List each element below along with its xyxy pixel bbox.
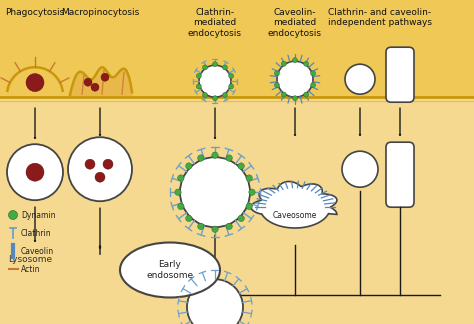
Text: Early
endosome: Early endosome [146, 260, 193, 280]
Circle shape [292, 96, 298, 101]
Circle shape [95, 172, 105, 182]
Polygon shape [251, 181, 337, 228]
Circle shape [91, 83, 99, 91]
Circle shape [310, 71, 316, 76]
Circle shape [277, 61, 313, 97]
Circle shape [228, 84, 234, 89]
Circle shape [187, 279, 243, 324]
FancyBboxPatch shape [0, 97, 474, 324]
Circle shape [212, 96, 218, 101]
Circle shape [178, 175, 184, 181]
Circle shape [226, 223, 232, 230]
Circle shape [68, 137, 132, 201]
Circle shape [304, 61, 309, 66]
Circle shape [282, 92, 286, 97]
Circle shape [238, 215, 245, 222]
Circle shape [186, 215, 192, 222]
Circle shape [212, 152, 218, 158]
Circle shape [103, 159, 113, 169]
Text: Lysosome: Lysosome [8, 255, 52, 264]
FancyBboxPatch shape [386, 142, 414, 207]
Text: Caveolin-
mediated
endocytosis: Caveolin- mediated endocytosis [268, 8, 322, 38]
Circle shape [292, 58, 298, 63]
Circle shape [212, 226, 218, 232]
Circle shape [26, 163, 44, 181]
Text: Actin: Actin [21, 264, 40, 273]
Text: Macropinocytosis: Macropinocytosis [61, 8, 139, 17]
Circle shape [26, 74, 44, 92]
Circle shape [238, 163, 245, 169]
Circle shape [198, 155, 204, 161]
Circle shape [196, 74, 201, 78]
Circle shape [196, 84, 201, 89]
Circle shape [222, 92, 228, 98]
Circle shape [212, 62, 218, 67]
Circle shape [198, 223, 204, 230]
Circle shape [199, 65, 231, 97]
Circle shape [9, 211, 18, 219]
Ellipse shape [120, 242, 220, 297]
Circle shape [202, 92, 208, 98]
Circle shape [228, 74, 234, 78]
Circle shape [246, 175, 252, 181]
Circle shape [84, 78, 92, 86]
FancyBboxPatch shape [386, 47, 414, 102]
Circle shape [249, 189, 255, 195]
Circle shape [304, 92, 309, 97]
Circle shape [85, 159, 95, 169]
Circle shape [246, 203, 252, 210]
Circle shape [345, 64, 375, 94]
Text: Clathrin: Clathrin [21, 228, 52, 237]
Circle shape [310, 83, 316, 87]
Circle shape [180, 157, 250, 227]
Text: Caveosome: Caveosome [273, 211, 317, 220]
Circle shape [202, 65, 208, 70]
Circle shape [226, 155, 232, 161]
Circle shape [342, 151, 378, 187]
Circle shape [7, 144, 63, 200]
Text: Dynamin: Dynamin [21, 211, 55, 219]
Circle shape [178, 203, 184, 210]
Circle shape [175, 189, 181, 195]
Text: Clathrin-
mediated
endocytosis: Clathrin- mediated endocytosis [188, 8, 242, 38]
Text: Caveolin: Caveolin [21, 247, 54, 256]
Circle shape [274, 71, 280, 76]
Circle shape [282, 61, 286, 66]
Circle shape [222, 65, 228, 70]
Text: Phagocytosis: Phagocytosis [5, 8, 64, 17]
Circle shape [274, 83, 280, 87]
Polygon shape [70, 67, 132, 97]
Circle shape [186, 163, 192, 169]
FancyBboxPatch shape [0, 0, 474, 97]
Circle shape [101, 73, 109, 81]
Text: Clathrin- and caveolin-
independent pathways: Clathrin- and caveolin- independent path… [328, 8, 432, 28]
